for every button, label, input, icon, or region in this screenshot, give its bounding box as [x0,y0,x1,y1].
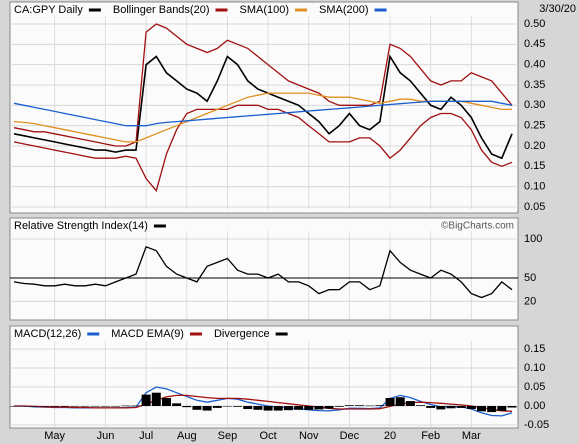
divergence-bar [334,406,344,407]
x-tick-label: May [44,430,65,442]
divergence-bar [243,406,253,410]
divergence-bar [70,406,80,407]
legend-label: CA:GPY Daily [14,4,83,16]
legend-label: SMA(100) [240,4,290,16]
divergence-bar [355,405,365,406]
divergence-bar [172,403,182,406]
y-tick-label: 0.35 [524,79,545,91]
divergence-bar [375,405,385,406]
divergence-bar [233,406,243,407]
x-tick-label: Aug [177,430,197,442]
divergence-bar [111,406,121,407]
macd-panel [9,325,519,429]
y-tick-label: 0.25 [524,120,545,132]
divergence-bar [344,405,354,406]
x-tick-label: Oct [260,430,277,442]
x-tick-label: Jul [139,430,153,442]
legend-label: Divergence [214,328,270,340]
divergence-bar [497,406,507,411]
divergence-bar [222,406,232,407]
divergence-bar [466,406,476,410]
divergence-bar [436,406,446,410]
y-tick-label: 0.45 [524,38,545,50]
series-line [13,54,513,160]
legend-label: Bollinger Bands(20) [113,4,210,16]
legend-label: MACD EMA(9) [111,328,184,340]
y-tick-label: 0.40 [524,59,545,71]
divergence-bar [141,394,151,406]
y-tick-label: 0.05 [524,381,545,393]
y-tick-label: 100 [524,233,542,245]
y-tick-label: 0.50 [524,18,545,30]
x-tick-label: Mar [462,430,481,442]
divergence-bar [9,406,19,407]
x-tick-label: Nov [299,430,319,442]
bollinger-lower [13,104,513,193]
y-tick-label: 20 [524,295,536,307]
x-tick-label: 20 [384,430,396,442]
divergence-bar [416,405,426,406]
divergence-bar [90,406,100,407]
divergence-bar [39,406,49,407]
series-line [13,245,513,299]
divergence-bar [100,406,110,407]
divergence-bar [263,406,273,411]
divergence-bar [80,406,90,407]
divergence-bar [395,397,405,406]
divergence-bar [426,406,436,408]
y-tick-label: -0.05 [524,419,549,431]
divergence-bar [192,406,202,410]
divergence-bar [507,406,517,408]
divergence-bar [19,406,29,407]
watermark: ©BigCharts.com [441,221,514,232]
divergence-bar [151,392,161,406]
series-line [13,100,513,127]
divergence-bar [385,398,395,406]
date: 3/30/20 [539,3,576,15]
divergence-bar [50,406,60,407]
divergence-bar [131,405,141,407]
divergence-bar [212,406,222,408]
divergence-bar [456,406,466,408]
bollinger-upper [13,23,513,147]
divergence-bar [365,405,375,407]
divergence-bar [253,406,263,410]
divergence-bar [314,406,324,410]
y-tick-label: 0.15 [524,343,545,355]
y-tick-label: 0.30 [524,99,545,111]
divergence-bar [294,406,304,410]
y-tick-label: 0.10 [524,362,545,374]
legend-label: SMA(200) [319,4,369,16]
rsi-panel [9,217,519,321]
divergence-bar [487,406,497,413]
legend-label: Relative Strength Index(14) [14,220,148,232]
divergence-bar [304,406,314,410]
divergence-bar [446,406,456,409]
legend-label: MACD(12,26) [14,328,81,340]
divergence-bar [121,405,131,407]
divergence-bar [182,406,192,408]
y-tick-label: 0.15 [524,160,545,172]
y-tick-label: 0.20 [524,140,545,152]
divergence-bar [161,398,171,406]
series-line [14,394,513,412]
y-tick-label: 50 [524,272,536,284]
divergence-bar [477,406,487,412]
divergence-bar [202,406,212,411]
y-tick-label: 0.00 [524,400,545,412]
y-tick-label: 0.10 [524,181,545,193]
x-tick-label: Jun [97,430,115,442]
divergence-bar [324,406,334,409]
divergence-bar [273,406,283,411]
y-tick-label: 0.05 [524,201,545,213]
x-tick-label: Feb [421,430,440,442]
divergence-bar [405,401,415,406]
x-tick-label: Dec [340,430,360,442]
divergence-bar [29,406,39,407]
x-tick-label: Sep [218,430,238,442]
divergence-bar [60,406,70,407]
divergence-bar [283,406,293,411]
